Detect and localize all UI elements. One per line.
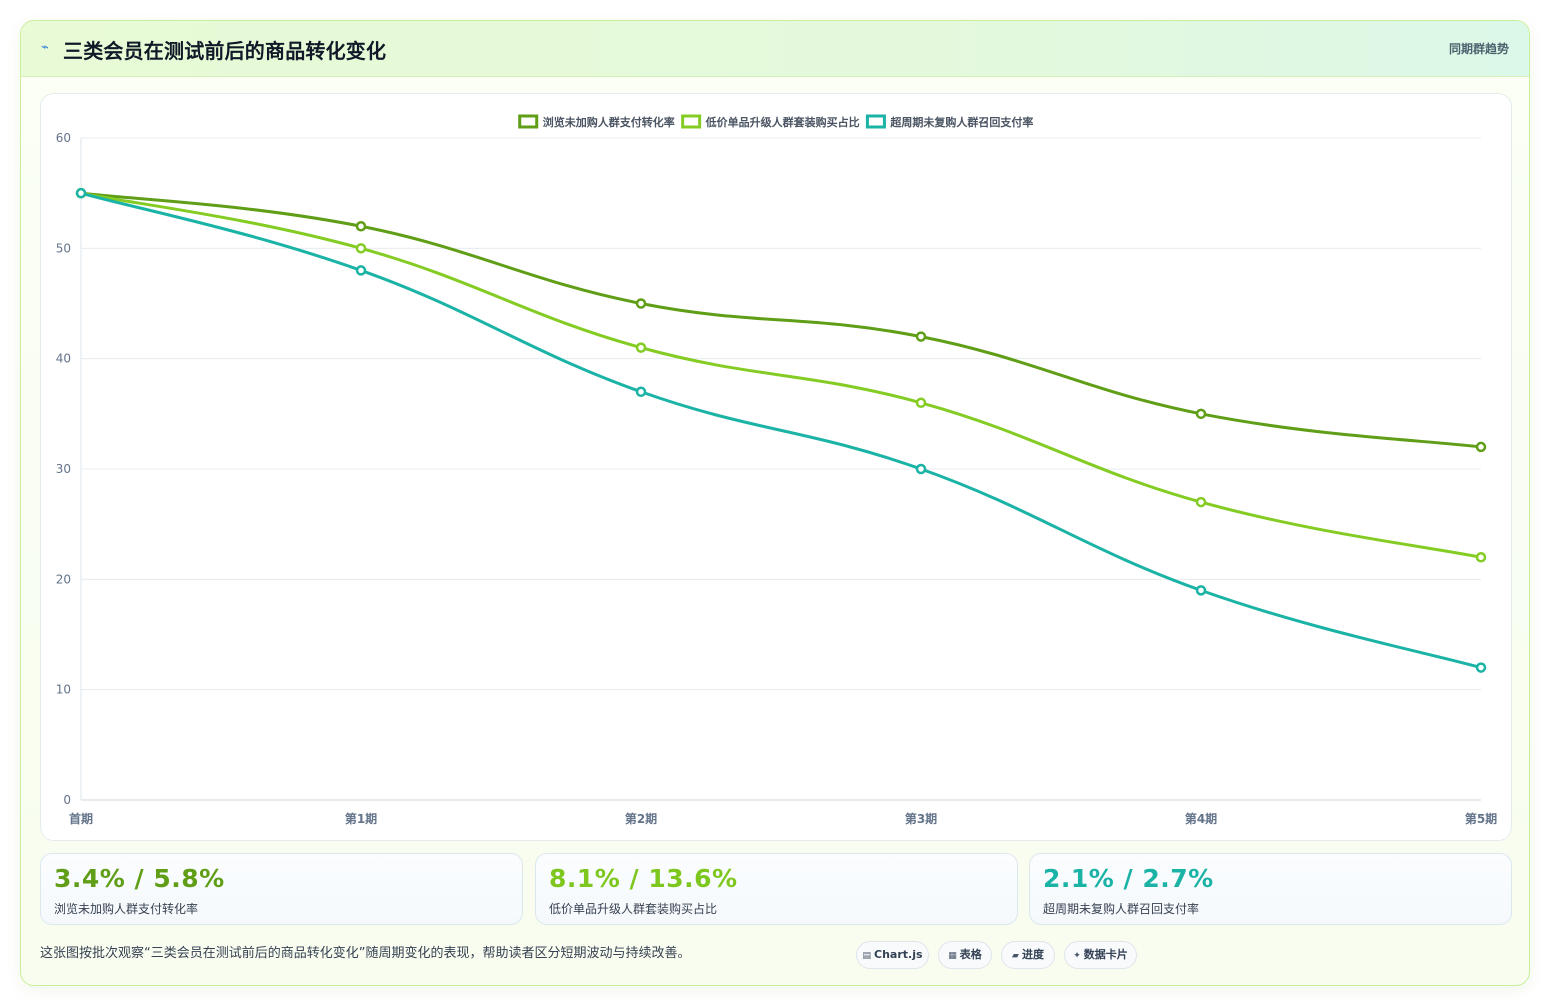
pill-progress[interactable]: ▰ 进度 [1001,941,1055,969]
pill-table[interactable]: ▦ 表格 [938,941,992,969]
legend-swatch [865,114,886,129]
pill-chartjs[interactable]: ▤ Chart.js [856,941,929,969]
x-tick-label: 第5期 [1465,811,1497,826]
stat-label: 浏览未加购人群支付转化率 [54,902,199,916]
legend-item: 低价单品升级人群套装购买占比 [681,114,860,129]
data-point [915,463,927,475]
stat-value: 3.4% / 5.8% [54,864,225,893]
legend-label: 超周期未复购人群召回支付率 [889,115,1033,129]
legend-label: 浏览未加购人群支付转化率 [543,115,675,129]
y-tick-label: 40 [56,352,71,366]
data-point [1475,552,1487,563]
legend-item: 超周期未复购人群召回支付率 [865,114,1033,129]
data-point [915,397,927,409]
legend-swatch [518,114,539,129]
data-point [1475,441,1487,453]
trend-tag: 同期群趋势 [1448,42,1509,56]
data-point [355,243,367,254]
stat-label: 低价单品升级人群套装购买占比 [549,902,718,916]
chart-title: 三类会员在测试前后的商品转化变化 [63,39,387,63]
data-point [355,265,367,276]
table-icon: ▦ [948,951,957,961]
x-tick-label: 第3期 [905,811,937,826]
chart-card: ⌁ 三类会员在测试前后的商品转化变化 同期群趋势 浏览未加购人群支付转化率低价单… [20,20,1530,986]
card-icon: ✦ [1073,951,1081,961]
lightning-icon: ⌁ [41,40,49,55]
data-point [1195,408,1207,420]
legend-label: 低价单品升级人群套装购买占比 [705,115,860,129]
stat-label: 超周期未复购人群召回支付率 [1043,902,1200,916]
data-point [1195,585,1207,596]
series-line-1 [79,191,1483,449]
x-tick-label: 第1期 [345,811,377,826]
stat-card-2: 8.1% / 13.6% 低价单品升级人群套装购买占比 [535,853,1018,925]
legend-swatch [681,114,702,129]
progress-icon: ▰ [1012,951,1019,961]
y-tick-label: 60 [56,131,71,145]
x-tick-label: 首期 [69,811,93,826]
data-point [75,187,87,199]
series-line-2 [79,191,1483,559]
y-tick-label: 30 [56,462,71,476]
chart-icon: ▤ [862,951,871,961]
stat-value: 2.1% / 2.7% [1043,864,1214,893]
stat-card-3: 2.1% / 2.7% 超周期未复购人群召回支付率 [1029,853,1512,925]
x-tick-label: 第4期 [1185,811,1217,826]
data-point [1195,496,1207,508]
data-point [915,331,927,342]
stat-card-1: 3.4% / 5.8% 浏览未加购人群支付转化率 [40,853,523,925]
data-point [355,221,367,232]
data-point [635,342,647,353]
y-tick-label: 20 [56,572,71,586]
legend-item: 浏览未加购人群支付转化率 [518,114,675,129]
series-line-3 [79,191,1483,670]
data-point [635,298,647,309]
stat-value: 8.1% / 13.6% [549,864,738,893]
x-tick-label: 第2期 [625,811,657,826]
chart-footnote: 这张图按批次观察“三类会员在测试前后的商品转化变化”随周期变化的表现，帮助读者区… [40,946,691,961]
data-point [1475,662,1487,673]
pill-data-card[interactable]: ✦ 数据卡片 [1064,941,1137,969]
line-chart: 浏览未加购人群支付转化率 低价单品升级人群套装购买占比 超周期未复购人群召回支付率 … [56,114,1497,826]
y-tick-label: 10 [56,683,71,697]
chart-area: 浏览未加购人群支付转化率 低价单品升级人群套装购买占比 超周期未复购人群召回支付率 … [40,93,1512,841]
data-point [635,386,647,398]
y-tick-label: 50 [56,241,71,255]
y-tick-label: 0 [63,793,71,807]
card-header: ⌁ 三类会员在测试前后的商品转化变化 同期群趋势 [21,21,1529,77]
